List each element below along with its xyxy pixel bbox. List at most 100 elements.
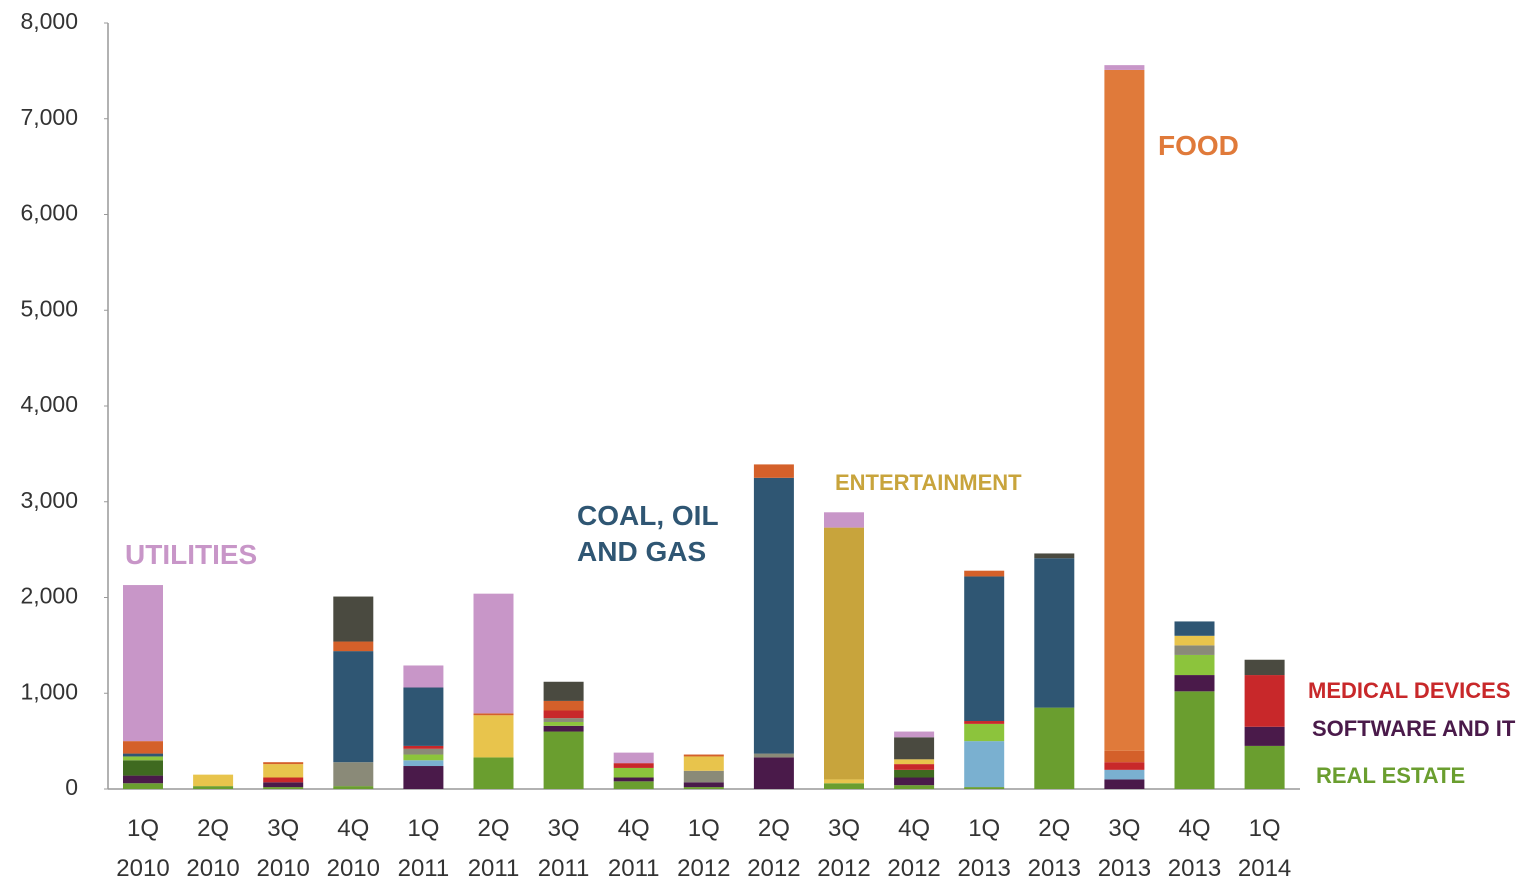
bar-segment [894,764,935,770]
bar-segment [683,770,724,783]
bar-segment [333,762,374,787]
series-label: SOFTWARE AND IT [1312,716,1516,741]
x-tick-label: 1Q 2012 [677,815,730,882]
bar-segment [683,782,724,788]
bar-segment [824,527,864,780]
series-label: MEDICAL DEVICES [1308,678,1511,703]
x-tick-label: 4Q 2010 [327,815,380,882]
x-tick-label: 1Q 2014 [1238,815,1291,882]
y-tick-label: 1,000 [20,678,78,704]
bar-segment [263,787,304,789]
x-tick-label: 3Q 2011 [538,815,590,882]
bar-segment [1104,762,1145,770]
x-tick-label: 3Q 2012 [817,815,870,882]
bar-segment [613,752,654,764]
bar-segment [403,748,444,755]
bar-segment [894,777,935,786]
bar-segment [123,753,163,757]
bar-segment [123,756,163,761]
bar-segment [333,641,374,652]
bar-segment [1174,645,1215,655]
bar-segment [964,570,1005,577]
x-tick-label: 4Q 2013 [1168,815,1221,882]
bar-segment [1244,726,1285,746]
y-tick-label: 6,000 [20,200,78,226]
bar-segment [333,596,374,642]
x-tick-label: 4Q 2011 [608,815,660,882]
bar-segment [683,787,724,789]
bar-segment [1034,553,1075,559]
bar-segment [123,783,163,789]
y-tick-label: 3,000 [20,487,78,513]
bar-segment [964,787,1005,789]
bar-segment [683,756,724,771]
y-tick-label: 8,000 [20,8,78,34]
bar-segment [964,741,1005,788]
bar-segment [964,721,1005,724]
bar-segment [1244,659,1285,676]
series-label: COAL, OIL AND GAS [577,500,719,567]
bar-segment [543,731,584,789]
bar-segment [123,741,163,754]
bar-segment [1034,707,1075,789]
bar-segment [613,781,654,789]
bar-segment [1244,745,1285,789]
bar-segment [894,737,935,760]
bar-segment [1174,691,1215,789]
bar-segment [1174,654,1215,676]
bar-segment [473,593,514,714]
y-tick-label: 7,000 [20,104,78,130]
bar-segment [613,763,654,768]
bar-segment [543,718,584,722]
x-tick-label: 2Q 2010 [186,815,239,882]
bar-segment [543,721,584,726]
bar-segment [193,774,234,787]
bar-segment [1104,65,1145,70]
bar-segment [193,786,234,789]
bar-segment [753,753,794,758]
bar-segment [403,754,444,761]
bar-segment [894,785,935,789]
bar-segment [1174,675,1215,692]
bar-segment [1174,635,1215,646]
bar-segment [123,585,163,742]
bar-segment [1104,779,1145,789]
bar-segment [263,764,304,778]
bar-segment [123,775,163,784]
y-tick-label: 5,000 [20,295,78,321]
bar-segment [123,760,163,776]
x-tick-label: 1Q 2010 [116,815,169,882]
bar-segment [263,782,304,788]
bar-segment [683,754,724,757]
bar-segment [1244,675,1285,727]
bar-segment [964,576,1005,722]
bar-segment [613,777,654,782]
bar-segment [753,477,794,754]
bar-segment [1104,69,1145,751]
x-tick-label: 2Q 2013 [1028,815,1081,882]
series-label: FOOD [1158,130,1239,161]
x-tick-label: 2Q 2011 [468,815,520,882]
y-tick-label: 4,000 [20,391,78,417]
series-label: UTILITIES [125,539,257,570]
bar-segment [543,710,584,719]
series-label: ENTERTAINMENT [835,470,1022,495]
x-tick-label: 3Q 2010 [257,815,310,882]
bar-segment [543,725,584,732]
bar-segment [333,786,374,789]
bar-segment [894,759,935,765]
bar-segment [473,715,514,758]
bar-segment [894,769,935,778]
bar-segment [613,767,654,778]
bar-segment [403,665,444,688]
series-label: REAL ESTATE [1316,763,1465,788]
bar-segment [263,777,304,783]
bar-segment [753,464,794,478]
bar-segment [894,731,935,738]
bar-segment [403,766,444,789]
bar-segment [403,687,444,746]
y-tick-label: 2,000 [20,583,78,609]
x-tick-label: 4Q 2012 [887,815,940,882]
bar-segment [824,512,864,528]
